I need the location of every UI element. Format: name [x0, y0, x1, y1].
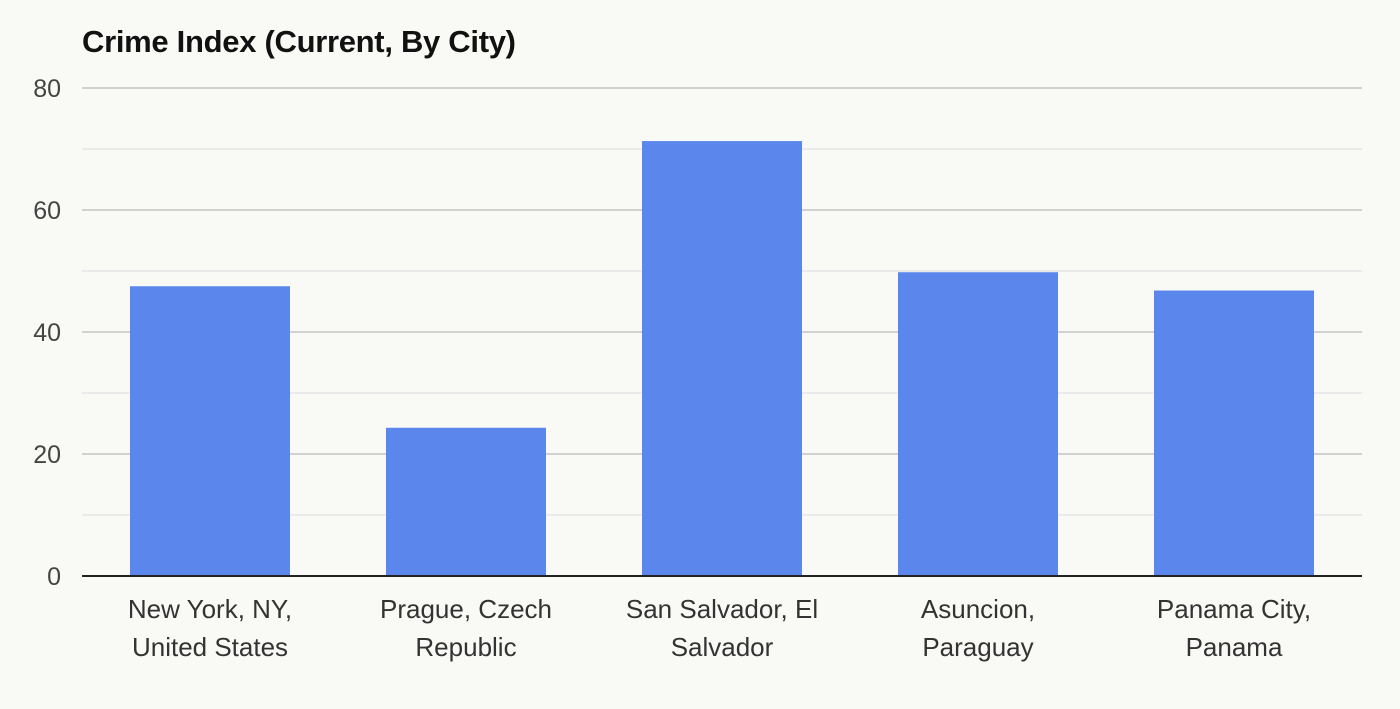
- x-category-label: Panama: [1186, 632, 1283, 662]
- bar: [898, 272, 1058, 576]
- y-tick-label: 60: [33, 197, 61, 225]
- x-category-label: United States: [132, 632, 288, 662]
- x-category-label: Asuncion,: [921, 594, 1035, 624]
- x-category-label: San Salvador, El: [626, 594, 818, 624]
- bar: [1154, 290, 1314, 576]
- y-tick-label: 80: [33, 75, 61, 103]
- bar: [386, 427, 546, 576]
- x-axis-category-labels: New York, NY, United States Prague, Czech R…: [128, 594, 1311, 662]
- bars: [130, 141, 1314, 576]
- bar: [130, 286, 290, 576]
- y-tick-label: 0: [47, 563, 61, 591]
- y-tick-label: 40: [33, 319, 61, 347]
- x-category-label: Panama City,: [1157, 594, 1311, 624]
- y-tick-label: 20: [33, 441, 61, 469]
- x-category-label: New York, NY,: [128, 594, 292, 624]
- x-category-label: Republic: [415, 632, 516, 662]
- x-category-label: Prague, Czech: [380, 594, 552, 624]
- chart-title: Crime Index (Current, By City): [82, 24, 516, 59]
- bar: [642, 141, 802, 576]
- x-category-label: Salvador: [671, 632, 774, 662]
- x-category-label: Paraguay: [922, 632, 1033, 662]
- y-axis-tick-labels: 0 20 40 60 80: [33, 75, 61, 591]
